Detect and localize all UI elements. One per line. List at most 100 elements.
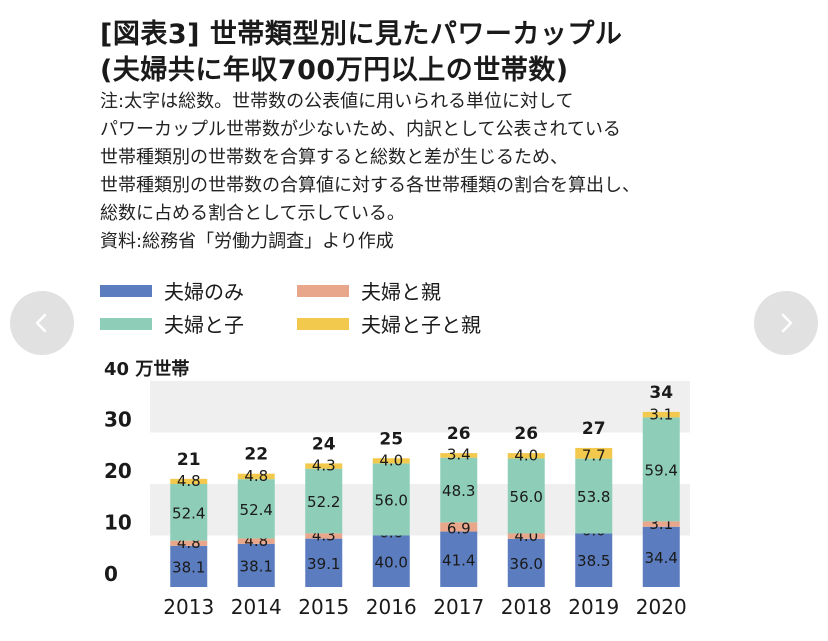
bar-segment [372,463,410,536]
x-tick-label: 2019 [568,595,619,619]
prev-slide-button[interactable] [10,291,74,355]
legend-item-couple-child-parent: 夫婦と子と親 [297,309,481,338]
bar-segment [237,479,275,539]
bar-segment-label: 7.7 [582,447,606,465]
bar-segment [575,447,613,459]
bar-segment [305,538,343,587]
chart-title-line-2: (夫婦共に年収700万円以上の世帯数) [100,55,569,86]
next-slide-button[interactable] [754,291,818,355]
bar-total-label: 21 [177,450,201,470]
bar-segment-label: 48.3 [442,482,475,500]
legend-label: 夫婦と子と親 [361,313,481,337]
legend-item-couple-child: 夫婦と子 [100,309,244,338]
bar-segment-label: 34.4 [645,549,678,567]
legend-item-couple-parent: 夫婦と親 [297,276,441,305]
bar-segment [170,478,208,485]
y-tick-label: 20 [104,459,132,483]
x-tick-label: 2014 [231,595,282,619]
bar-segment [237,473,275,480]
bar-segment-label: 6.9 [447,520,471,538]
note-line: 世帯種類別の世帯数を合算すると総数と差が生じるため、 [100,147,568,168]
bar-total-label: 34 [649,383,673,403]
x-tick-label: 2018 [501,595,552,619]
note-line: 総数に占める割合として示している。 [100,203,405,224]
note-line: パワーカップル世帯数が少ないため、内訳として公表されている [100,119,621,140]
legend-swatch [100,284,152,297]
bar-segment-label: 52.2 [307,493,340,511]
bar-segment [237,543,275,587]
bar-total-label: 24 [312,434,336,454]
bar-segment [170,540,208,546]
chart-notes: 注:太字は総数。世帯数の公表値に用いられる単位に対して パワーカップル世帯数が少… [100,88,800,256]
bar-segment-label: 53.8 [577,488,610,506]
chart-title-line-1: [図表3] 世帯類型別に見たパワーカップル [100,19,623,50]
x-tick-label: 2017 [433,595,484,619]
bar-segment [575,533,613,587]
x-tick-label: 2013 [163,595,214,619]
bar-segment-label: 52.4 [240,501,273,519]
y-tick-label: 10 [104,511,132,535]
bar-segment [372,535,410,587]
bar-segment [170,484,208,541]
bar-segment [642,411,680,418]
legend-label: 夫婦のみ [164,280,244,304]
bar-segment [507,453,545,459]
bar-segment [507,538,545,587]
bar-segment-label: 40.0 [375,553,408,571]
bar-total-label: 22 [244,445,268,465]
legend-swatch [297,317,349,330]
bar-segment [237,538,275,544]
bar-segment-label: 4.8 [177,472,201,490]
y-axis-unit-label: 40 万世帯 [104,358,189,380]
x-tick-label: 2016 [366,595,417,619]
legend-label: 夫婦と子 [164,313,244,337]
bar-segment-label: 39.1 [307,555,340,573]
bar-segment [170,545,208,587]
bar-segment [440,457,478,523]
y-tick-label: 30 [104,408,132,432]
legend-swatch [100,317,152,330]
grid-band [150,381,690,433]
bar-segment [642,526,680,587]
bar-segment-label: 38.1 [172,558,205,576]
bar-segment [507,458,545,534]
bar-segment-label: 3.4 [447,446,471,464]
bar-segment-label: 36.0 [510,555,543,573]
bar-segment [372,458,410,464]
bar-segment [642,417,680,522]
bar-total-label: 26 [447,424,471,444]
bar-total-label: 27 [582,419,606,439]
bar-segment [305,463,343,469]
bar-segment-label: 52.4 [172,504,205,522]
bar-total-label: 25 [379,429,403,449]
bar-segment [305,468,343,534]
bar-segment [507,533,545,539]
x-tick-label: 2015 [298,595,349,619]
legend-item-couple-only: 夫婦のみ [100,276,244,305]
bar-segment-label: 4.0 [379,451,403,469]
chevron-left-icon [35,313,47,333]
bar-segment [575,458,613,534]
bar-segment-label: 4.3 [312,457,336,475]
bar-segment-label: 56.0 [510,488,543,506]
bar-segment-label: 38.5 [577,552,610,570]
bar-segment-label: 3.1 [649,405,673,423]
bar-segment [642,521,680,527]
bar-segment-label: 4.8 [244,467,268,485]
bar-total-label: 26 [514,424,538,444]
bar-segment-label: 41.4 [442,551,475,569]
y-tick-label: 0 [104,562,118,586]
legend-label: 夫婦と親 [361,280,441,304]
bar-segment-label: 59.4 [645,461,678,479]
chevron-right-icon [781,313,793,333]
bar-segment-label: 56.0 [375,491,408,509]
source-line: 資料:総務省「労働力調査」より作成 [100,231,394,252]
bar-segment [305,533,343,539]
bar-segment [440,531,478,587]
bar-segment [440,522,478,532]
note-line: 注:太字は総数。世帯数の公表値に用いられる単位に対して [100,91,574,112]
bar-segment-label: 38.1 [240,557,273,575]
legend-swatch [297,284,349,297]
note-line: 世帯種類別の世帯数の合算値に対する各世帯種類の割合を算出し、 [100,175,640,196]
